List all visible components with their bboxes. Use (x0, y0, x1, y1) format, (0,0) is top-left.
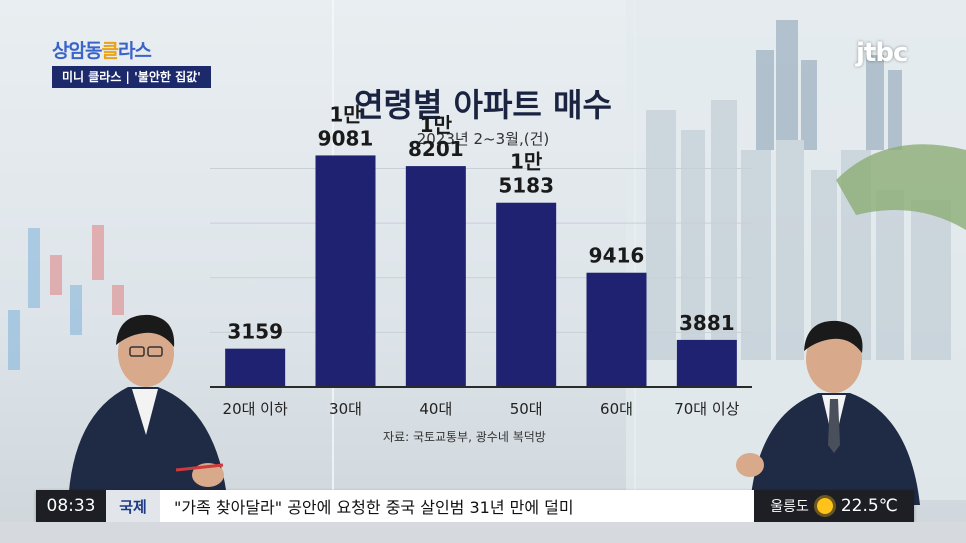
anchor-right (736, 320, 920, 505)
category-label: 30대 (329, 400, 362, 418)
bar (405, 166, 466, 387)
data-label: 5183 (498, 174, 554, 198)
data-label: 1만 (510, 150, 543, 174)
data-label: 1만 (329, 102, 362, 126)
category-label: 50대 (510, 400, 543, 418)
candlestick-decoration (8, 225, 124, 370)
weather-box: 울릉도 22.5℃ (754, 490, 914, 522)
category-label: 70대 이상 (674, 400, 739, 418)
category-label: 60대 (600, 400, 633, 418)
data-label: 9416 (589, 244, 645, 268)
bar (676, 339, 737, 387)
ticker-headline: "가족 찾아달라" 공안에 요청한 중국 살인범 31년 만에 덜미 (174, 498, 574, 517)
data-label: 3881 (679, 311, 735, 335)
sun-icon (816, 498, 833, 514)
bar (315, 155, 376, 387)
bar (225, 348, 286, 387)
bar (586, 272, 647, 387)
channel-logo: jtbc (856, 38, 908, 68)
show-logo: 상암동클라스 (52, 40, 152, 62)
anchor-left (68, 314, 228, 505)
chart-subtitle: 2023년 2~3월,(건) (416, 130, 550, 148)
bar (496, 202, 557, 387)
lower-frame (0, 522, 966, 543)
data-label: 9081 (318, 126, 374, 150)
weather-temperature: 22.5℃ (840, 496, 898, 516)
news-ticker: 08:33 국제 "가족 찾아달라" 공안에 요청한 중국 살인범 31년 만에… (36, 490, 914, 522)
category-label: 40대 (419, 400, 452, 418)
ticker-category: 국제 (106, 490, 160, 522)
data-label: 8201 (408, 137, 464, 161)
chart-title: 연령별 아파트 매수 (354, 86, 612, 124)
weather-location: 울릉도 (770, 499, 809, 515)
category-label: 20대 이하 (223, 400, 288, 418)
data-label: 3159 (227, 320, 283, 344)
chart-source: 자료: 국토교통부, 광수네 복덕방 (383, 430, 546, 444)
ticker-time: 08:33 (36, 490, 106, 522)
segment-title: 미니 클라스 | '불안한 집값' (52, 66, 211, 88)
data-label: 1만 (420, 113, 453, 137)
